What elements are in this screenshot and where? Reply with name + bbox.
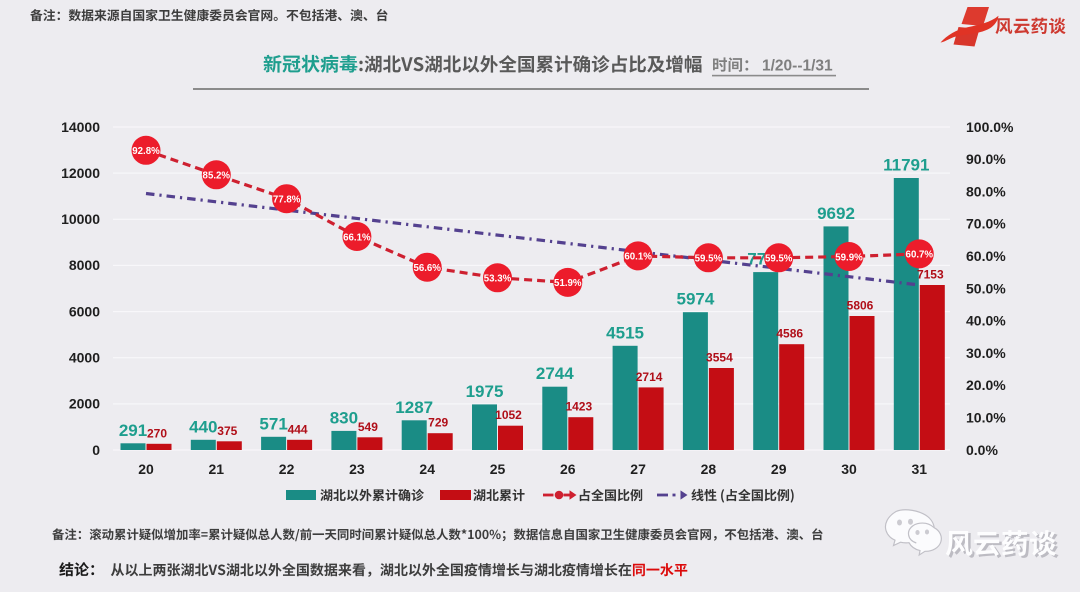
svg-text:80.0%: 80.0% — [966, 183, 1006, 199]
svg-text:90.0%: 90.0% — [966, 151, 1006, 167]
svg-text:10000: 10000 — [61, 211, 100, 227]
svg-text:1287: 1287 — [395, 398, 433, 417]
svg-text:549: 549 — [358, 420, 378, 434]
svg-text:4000: 4000 — [69, 350, 100, 366]
svg-text:66.1%: 66.1% — [343, 231, 371, 243]
svg-text:30: 30 — [841, 461, 857, 477]
svg-text:440: 440 — [189, 417, 217, 436]
svg-text:51.9%: 51.9% — [554, 277, 582, 289]
svg-text:444: 444 — [288, 422, 308, 436]
svg-text:14000: 14000 — [61, 119, 100, 135]
svg-text:29: 29 — [771, 461, 787, 477]
svg-text:92.8%: 92.8% — [132, 145, 160, 157]
svg-text:20.0%: 20.0% — [966, 377, 1006, 393]
svg-text:291: 291 — [119, 421, 147, 440]
svg-text:30.0%: 30.0% — [966, 345, 1006, 361]
svg-text:0.0%: 0.0% — [966, 442, 998, 458]
svg-text:59.5%: 59.5% — [695, 253, 723, 265]
svg-text:27: 27 — [630, 461, 646, 477]
svg-text:70.0%: 70.0% — [966, 216, 1006, 232]
svg-text:6000: 6000 — [69, 303, 100, 319]
svg-text:571: 571 — [259, 414, 287, 433]
svg-text:7153: 7153 — [917, 268, 944, 282]
svg-text:11791: 11791 — [883, 156, 929, 175]
svg-text:21: 21 — [209, 461, 225, 477]
svg-text:100.0%: 100.0% — [966, 119, 1014, 135]
svg-text:2744: 2744 — [536, 364, 574, 383]
svg-text:53.3%: 53.3% — [484, 273, 512, 285]
svg-text:10.0%: 10.0% — [966, 410, 1006, 426]
svg-text:85.2%: 85.2% — [203, 170, 231, 182]
svg-text:8000: 8000 — [69, 257, 100, 273]
svg-text:375: 375 — [217, 424, 237, 438]
svg-text:1/20--1/31: 1/20--1/31 — [762, 58, 833, 75]
svg-text:24: 24 — [419, 461, 435, 477]
svg-text:4515: 4515 — [606, 323, 644, 342]
svg-text:5806: 5806 — [847, 299, 874, 313]
svg-text:5974: 5974 — [676, 290, 714, 309]
svg-text:1052: 1052 — [495, 408, 522, 422]
svg-text:59.9%: 59.9% — [835, 251, 863, 263]
svg-text:28: 28 — [701, 461, 717, 477]
svg-text:23: 23 — [349, 461, 365, 477]
svg-text:4586: 4586 — [776, 327, 803, 341]
svg-text:729: 729 — [428, 416, 448, 430]
svg-text:12000: 12000 — [61, 165, 100, 181]
svg-text:26: 26 — [560, 461, 576, 477]
svg-text:20: 20 — [138, 461, 154, 477]
svg-text:830: 830 — [330, 408, 358, 427]
svg-text:3554: 3554 — [706, 351, 733, 365]
svg-text:60.1%: 60.1% — [624, 251, 652, 263]
svg-text:0: 0 — [92, 442, 100, 458]
svg-text:50.0%: 50.0% — [966, 280, 1006, 296]
svg-text:56.6%: 56.6% — [413, 262, 441, 274]
svg-text:60.7%: 60.7% — [906, 249, 934, 261]
svg-text:25: 25 — [490, 461, 506, 477]
svg-text:60.0%: 60.0% — [966, 248, 1006, 264]
svg-text:2000: 2000 — [69, 396, 100, 412]
svg-text:1423: 1423 — [565, 400, 592, 414]
svg-text:1975: 1975 — [466, 382, 504, 401]
svg-text:9692: 9692 — [817, 204, 855, 223]
svg-text:40.0%: 40.0% — [966, 313, 1006, 329]
svg-text:77.8%: 77.8% — [273, 194, 301, 206]
svg-text:59.5%: 59.5% — [765, 253, 793, 265]
svg-text:270: 270 — [147, 426, 167, 440]
svg-text:22: 22 — [279, 461, 295, 477]
svg-text:31: 31 — [912, 461, 928, 477]
svg-text:2714: 2714 — [636, 370, 663, 384]
